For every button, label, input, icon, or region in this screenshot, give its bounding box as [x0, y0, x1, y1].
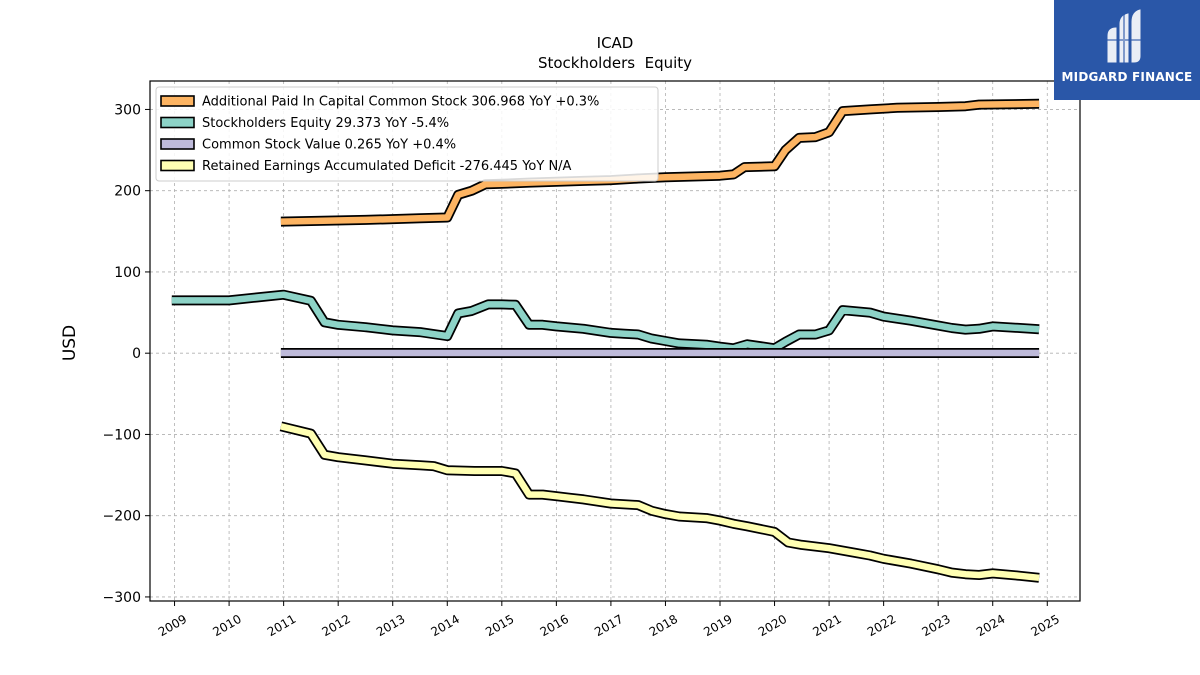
- x-tick-label: 2019: [701, 612, 734, 639]
- legend-swatch: [160, 116, 195, 129]
- series-lines: [171, 98, 1040, 583]
- series-line: [280, 423, 1040, 582]
- x-tick-label: 2016: [538, 612, 571, 639]
- y-axis-label: USD: [60, 325, 80, 361]
- y-tick-label: −300: [103, 590, 141, 606]
- legend-item: Common Stock Value 0.265 YoY +0.4%: [160, 138, 456, 153]
- chart-subtitle: Stockholders Equity: [538, 54, 692, 72]
- x-tick-label: 2011: [265, 612, 298, 639]
- x-tick-label: 2015: [483, 612, 516, 639]
- y-tick-label: −200: [103, 509, 141, 525]
- x-tick-label: 2009: [156, 612, 189, 639]
- y-tick-label: 100: [114, 265, 141, 281]
- x-tick-label: 2024: [974, 612, 1007, 639]
- series-3: [279, 421, 1040, 583]
- legend-label: Retained Earnings Accumulated Deficit -2…: [202, 159, 572, 174]
- chart-title: ICAD: [597, 34, 634, 52]
- legend: Additional Paid In Capital Common Stock …: [155, 86, 659, 182]
- legend-swatch: [160, 95, 195, 107]
- legend-item: Retained Earnings Accumulated Deficit -2…: [160, 159, 572, 174]
- x-tick-label: 2023: [919, 612, 952, 639]
- x-tick-label: 2010: [210, 612, 243, 639]
- legend-label: Common Stock Value 0.265 YoY +0.4%: [202, 138, 456, 153]
- y-tick-label: −100: [103, 427, 141, 443]
- y-tick-label: 300: [114, 102, 141, 118]
- logo-text: MIDGARD FINANCE: [1061, 70, 1193, 84]
- legend-swatch: [160, 138, 195, 150]
- legend-box: [155, 86, 659, 182]
- x-tick-label: 2020: [756, 612, 789, 639]
- legend-item: Additional Paid In Capital Common Stock …: [160, 95, 599, 110]
- x-tick-label: 2014: [429, 612, 462, 639]
- legend-item: Stockholders Equity 29.373 YoY -5.4%: [160, 116, 449, 131]
- legend-label: Stockholders Equity 29.373 YoY -5.4%: [202, 116, 449, 131]
- series-line: [280, 100, 1040, 225]
- legend-label: Additional Paid In Capital Common Stock …: [202, 95, 599, 110]
- y-tick-label: 0: [132, 346, 141, 362]
- plot-frame: [149, 80, 1081, 602]
- series-1: [171, 289, 1040, 354]
- x-tick-label: 2017: [592, 612, 625, 639]
- x-tick-label: 2022: [865, 612, 898, 639]
- brand-logo: MIDGARD FINANCE: [1054, 0, 1200, 100]
- x-tick-label: 2012: [319, 612, 352, 639]
- series-line: [171, 291, 1040, 352]
- x-tick-label: 2018: [647, 612, 680, 639]
- y-tick-label: 200: [114, 184, 141, 200]
- legend-swatch: [160, 159, 195, 172]
- x-tick-label: 2021: [810, 612, 843, 639]
- x-tick-label: 2013: [374, 612, 407, 639]
- x-tick-label: 2025: [1029, 612, 1062, 639]
- series-line-outline: [279, 421, 1040, 583]
- series-0: [280, 98, 1040, 227]
- logo-mark-icon: [1106, 8, 1144, 64]
